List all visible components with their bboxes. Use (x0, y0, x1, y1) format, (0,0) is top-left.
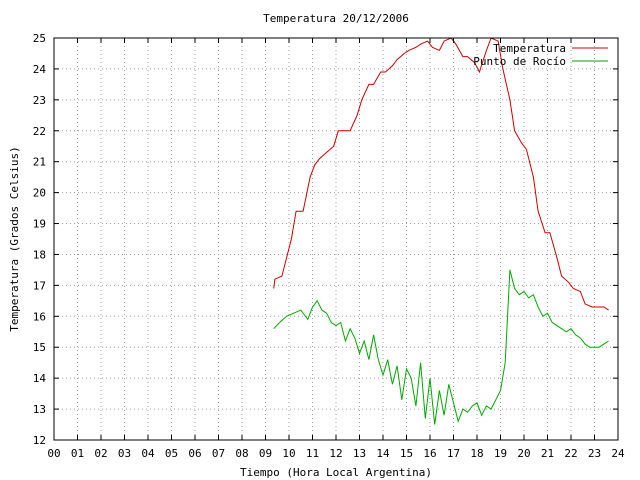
x-tick-label: 07 (212, 447, 225, 460)
x-tick-label: 00 (47, 447, 60, 460)
x-tick-label: 20 (517, 447, 530, 460)
x-tick-label: 01 (71, 447, 84, 460)
x-tick-label: 18 (470, 447, 483, 460)
y-tick-label: 17 (33, 279, 46, 292)
x-tick-label: 12 (329, 447, 342, 460)
x-tick-label: 14 (376, 447, 390, 460)
x-tick-label: 17 (447, 447, 460, 460)
y-tick-label: 12 (33, 434, 46, 447)
y-tick-label: 23 (33, 94, 46, 107)
x-tick-label: 24 (611, 447, 625, 460)
x-tick-label: 23 (588, 447, 601, 460)
series-line-punto-de-rocio (273, 269, 609, 425)
x-tick-label: 11 (306, 447, 319, 460)
x-tick-label: 06 (188, 447, 201, 460)
x-tick-label: 09 (259, 447, 272, 460)
x-tick-label: 08 (235, 447, 248, 460)
x-tick-label: 10 (282, 447, 295, 460)
y-tick-labels: 12 13 14 15 16 17 18 19 20 21 22 23 24 25 (33, 32, 47, 447)
x-tick-label: 13 (353, 447, 366, 460)
y-axis-label: Temperatura (Grados Celsius) (8, 146, 21, 331)
y-tick-label: 25 (33, 32, 46, 45)
x-tick-label: 16 (423, 447, 436, 460)
legend-label-temperatura: Temperatura (493, 42, 566, 55)
x-tick-labels: 00 01 02 03 04 05 06 07 08 09 10 11 12 13 14 15 16 17 18 19… (47, 447, 625, 460)
x-tick-label: 04 (141, 447, 155, 460)
y-tick-label: 15 (33, 341, 46, 354)
y-tick-label: 18 (33, 248, 46, 261)
y-tick-label: 20 (33, 187, 46, 200)
series-layer (273, 37, 609, 425)
x-tick-label: 05 (165, 447, 178, 460)
x-tick-label: 03 (118, 447, 131, 460)
y-tick-label: 19 (33, 218, 46, 231)
x-tick-label: 15 (400, 447, 413, 460)
axis-ticks (53, 37, 619, 441)
x-axis-label: Tiempo (Hora Local Argentina) (240, 466, 432, 479)
grid-lines (54, 38, 618, 440)
y-tick-label: 13 (33, 403, 46, 416)
legend: Temperatura Punto de Rocío (473, 42, 608, 68)
y-tick-label: 21 (33, 156, 46, 169)
chart-title: Temperatura 20/12/2006 (263, 12, 409, 25)
legend-label-punto-de-rocio: Punto de Rocío (473, 55, 566, 68)
x-tick-label: 21 (541, 447, 554, 460)
y-tick-label: 14 (33, 372, 47, 385)
y-tick-label: 24 (33, 63, 47, 76)
x-tick-label: 22 (564, 447, 577, 460)
y-tick-label: 22 (33, 125, 46, 138)
x-tick-label: 19 (494, 447, 507, 460)
y-tick-label: 16 (33, 310, 46, 323)
series-line-temperatura (273, 37, 609, 311)
x-tick-label: 02 (94, 447, 107, 460)
